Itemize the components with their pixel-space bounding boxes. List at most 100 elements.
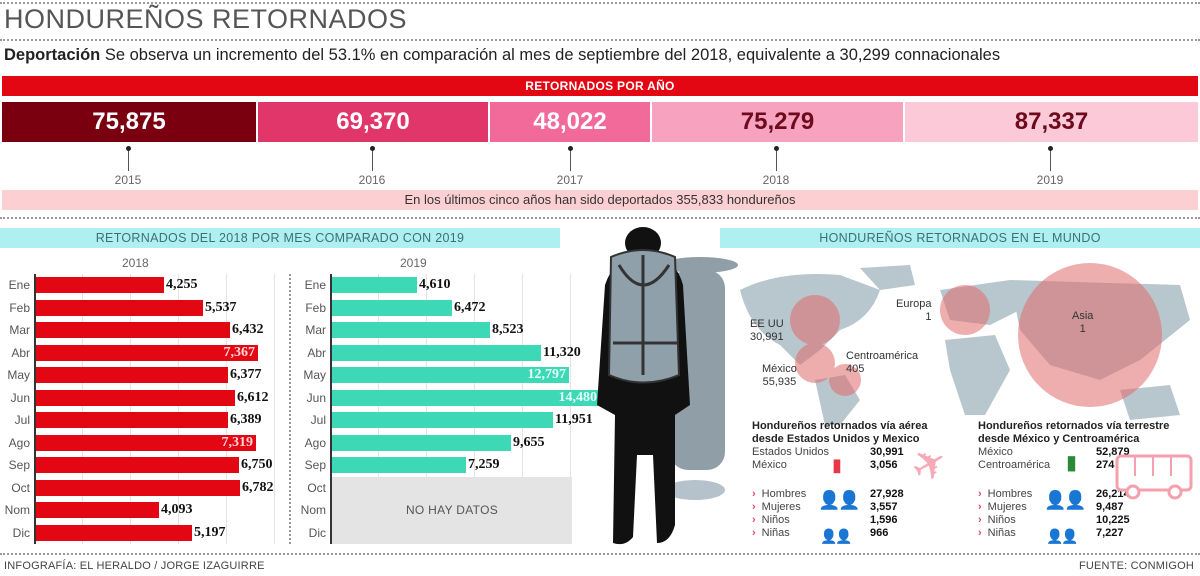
year-segment-2015: 75,875 — [2, 102, 258, 142]
bar — [36, 367, 228, 383]
air-breakdown-row: › Niños 1,596 — [752, 514, 898, 526]
gridline — [474, 274, 475, 544]
bar-row: Feb 6,472 — [292, 298, 486, 318]
chevron-right-icon: › — [978, 527, 982, 539]
bar-row: Jun 14,480 — [292, 388, 600, 408]
bar-row: Abr 11,320 — [292, 343, 581, 363]
bar-row: Sep 6,750 — [4, 455, 273, 475]
top-divider — [0, 2, 1200, 4]
bar-row: Abr 7,367 — [4, 343, 258, 363]
bar-row: Oct 6,782 — [4, 478, 274, 498]
year-segment-2019: 87,337 — [905, 102, 1198, 142]
bar: 7,319 — [36, 434, 256, 451]
month-label: Nom — [300, 503, 326, 517]
bar — [36, 299, 203, 316]
month-label: Sep — [8, 458, 30, 472]
month-label: Ago — [8, 435, 30, 450]
section-divider — [0, 217, 1200, 219]
yearly-heading: RETORNADOS POR AÑO — [2, 76, 1198, 96]
bar — [36, 479, 240, 496]
footer-divider — [0, 553, 1200, 555]
month-label: Dic — [308, 525, 326, 540]
gridline — [426, 274, 427, 544]
month-label: Jun — [10, 390, 30, 405]
bar-row: Oct — [292, 478, 330, 498]
gridline — [570, 274, 571, 544]
bar: 7,367 — [36, 344, 258, 361]
bar-value: 7,259 — [468, 457, 500, 472]
year-tick-2018: 2018 — [746, 146, 806, 187]
bar-value: 11,320 — [543, 344, 581, 360]
y-axis — [330, 274, 332, 544]
air-origin-row: México 3,056 — [752, 459, 898, 471]
bar-row: Jun 6,612 — [4, 388, 269, 408]
year-segment-2018: 75,279 — [652, 102, 905, 142]
bar-row: Sep 7,259 — [292, 455, 500, 475]
bar — [332, 412, 553, 428]
world-map: EE UU 30,991 México 55,935 Centroamérica 40… — [720, 250, 1200, 425]
air-breakdown-row: › Mujeres 3,557 — [752, 501, 898, 513]
chevron-right-icon: › — [752, 488, 756, 500]
bar-value: 6,750 — [241, 457, 273, 472]
bar-row: Ago 7,319 — [4, 433, 256, 453]
bar-value: 6,377 — [230, 367, 262, 382]
bar-value: 4,610 — [419, 277, 451, 292]
bar — [332, 344, 541, 361]
children-icon: 👤👤 — [1046, 528, 1079, 544]
gridline — [226, 274, 227, 544]
mexico-flag-icon: ▮ — [832, 455, 842, 475]
y-axis — [34, 274, 36, 544]
gridline — [130, 274, 131, 544]
migrant-illustration — [597, 227, 738, 545]
monthly-heading: RETORNADOS DEL 2018 POR MES COMPARADO CO… — [0, 228, 560, 248]
subtitle: Deportación Se observa un incremento del… — [4, 46, 1000, 65]
air-panel: Hondureños retornados vía aérea desde Es… — [752, 420, 977, 540]
bar-value: 6,782 — [242, 479, 274, 495]
month-label: Oct — [307, 480, 326, 495]
bar — [332, 299, 452, 316]
air-title-2: desde Estados Unidos y Mexico — [752, 433, 920, 445]
month-label: Ago — [304, 435, 326, 450]
bar-row: Ene 4,255 — [4, 275, 198, 295]
bar — [36, 502, 159, 518]
children-icon: 👤👤 — [820, 528, 853, 544]
bar — [332, 277, 417, 293]
map-label-mexico: México 55,935 — [762, 363, 797, 388]
month-label: Feb — [305, 300, 326, 315]
bar-value: 6,612 — [237, 389, 269, 405]
year-segment-2016: 69,370 — [258, 102, 490, 142]
bar — [332, 322, 490, 338]
source: FUENTE: CONMIGOH — [1078, 560, 1194, 572]
subtitle-text: Se observa un incremento del 53.1% en co… — [100, 46, 1001, 64]
air-origin-row: Estados Unidos 30,991 — [752, 446, 904, 458]
chart-separator — [289, 274, 291, 544]
month-label: Jul — [14, 413, 30, 427]
air-title-1: Hondureños retornados vía aérea — [752, 420, 928, 432]
month-label: Abr — [307, 345, 326, 360]
bar-row: Jul 11,951 — [292, 410, 593, 430]
bar — [36, 389, 235, 406]
bar-row: Nom 4,093 — [4, 500, 193, 520]
year-tick-2016: 2016 — [342, 146, 402, 187]
credit: INFOGRAFÍA: EL HERALDO / JORGE IZAGUIRRE — [4, 560, 265, 572]
year-ticks: 2015 2016 2017 2018 2019 — [0, 142, 1200, 188]
month-label: Ene — [304, 278, 326, 292]
bus-icon — [1115, 454, 1193, 500]
gridline — [378, 274, 379, 544]
bar — [36, 322, 230, 338]
year-segment-2017: 48,022 — [490, 102, 652, 142]
bar-row: Nom — [292, 500, 330, 520]
land-origin-row: Centroamérica 274 — [978, 459, 1115, 471]
chevron-right-icon: › — [752, 527, 756, 539]
bar-row: May 12,797 — [292, 365, 569, 385]
bar-value: 7,319 — [221, 434, 254, 450]
gridline — [274, 274, 275, 544]
gridline — [82, 274, 83, 544]
month-label: Sep — [304, 458, 326, 472]
chevron-right-icon: › — [978, 514, 982, 526]
bar-value: 6,472 — [454, 299, 486, 315]
chevron-right-icon: › — [752, 514, 756, 526]
page-title: HONDUREÑOS RETORNADOS — [4, 4, 408, 34]
land-panel: Hondureños retornados vía terrestre desd… — [978, 420, 1200, 540]
world-heading: HONDUREÑOS RETORNADOS EN EL MUNDO — [720, 228, 1200, 248]
